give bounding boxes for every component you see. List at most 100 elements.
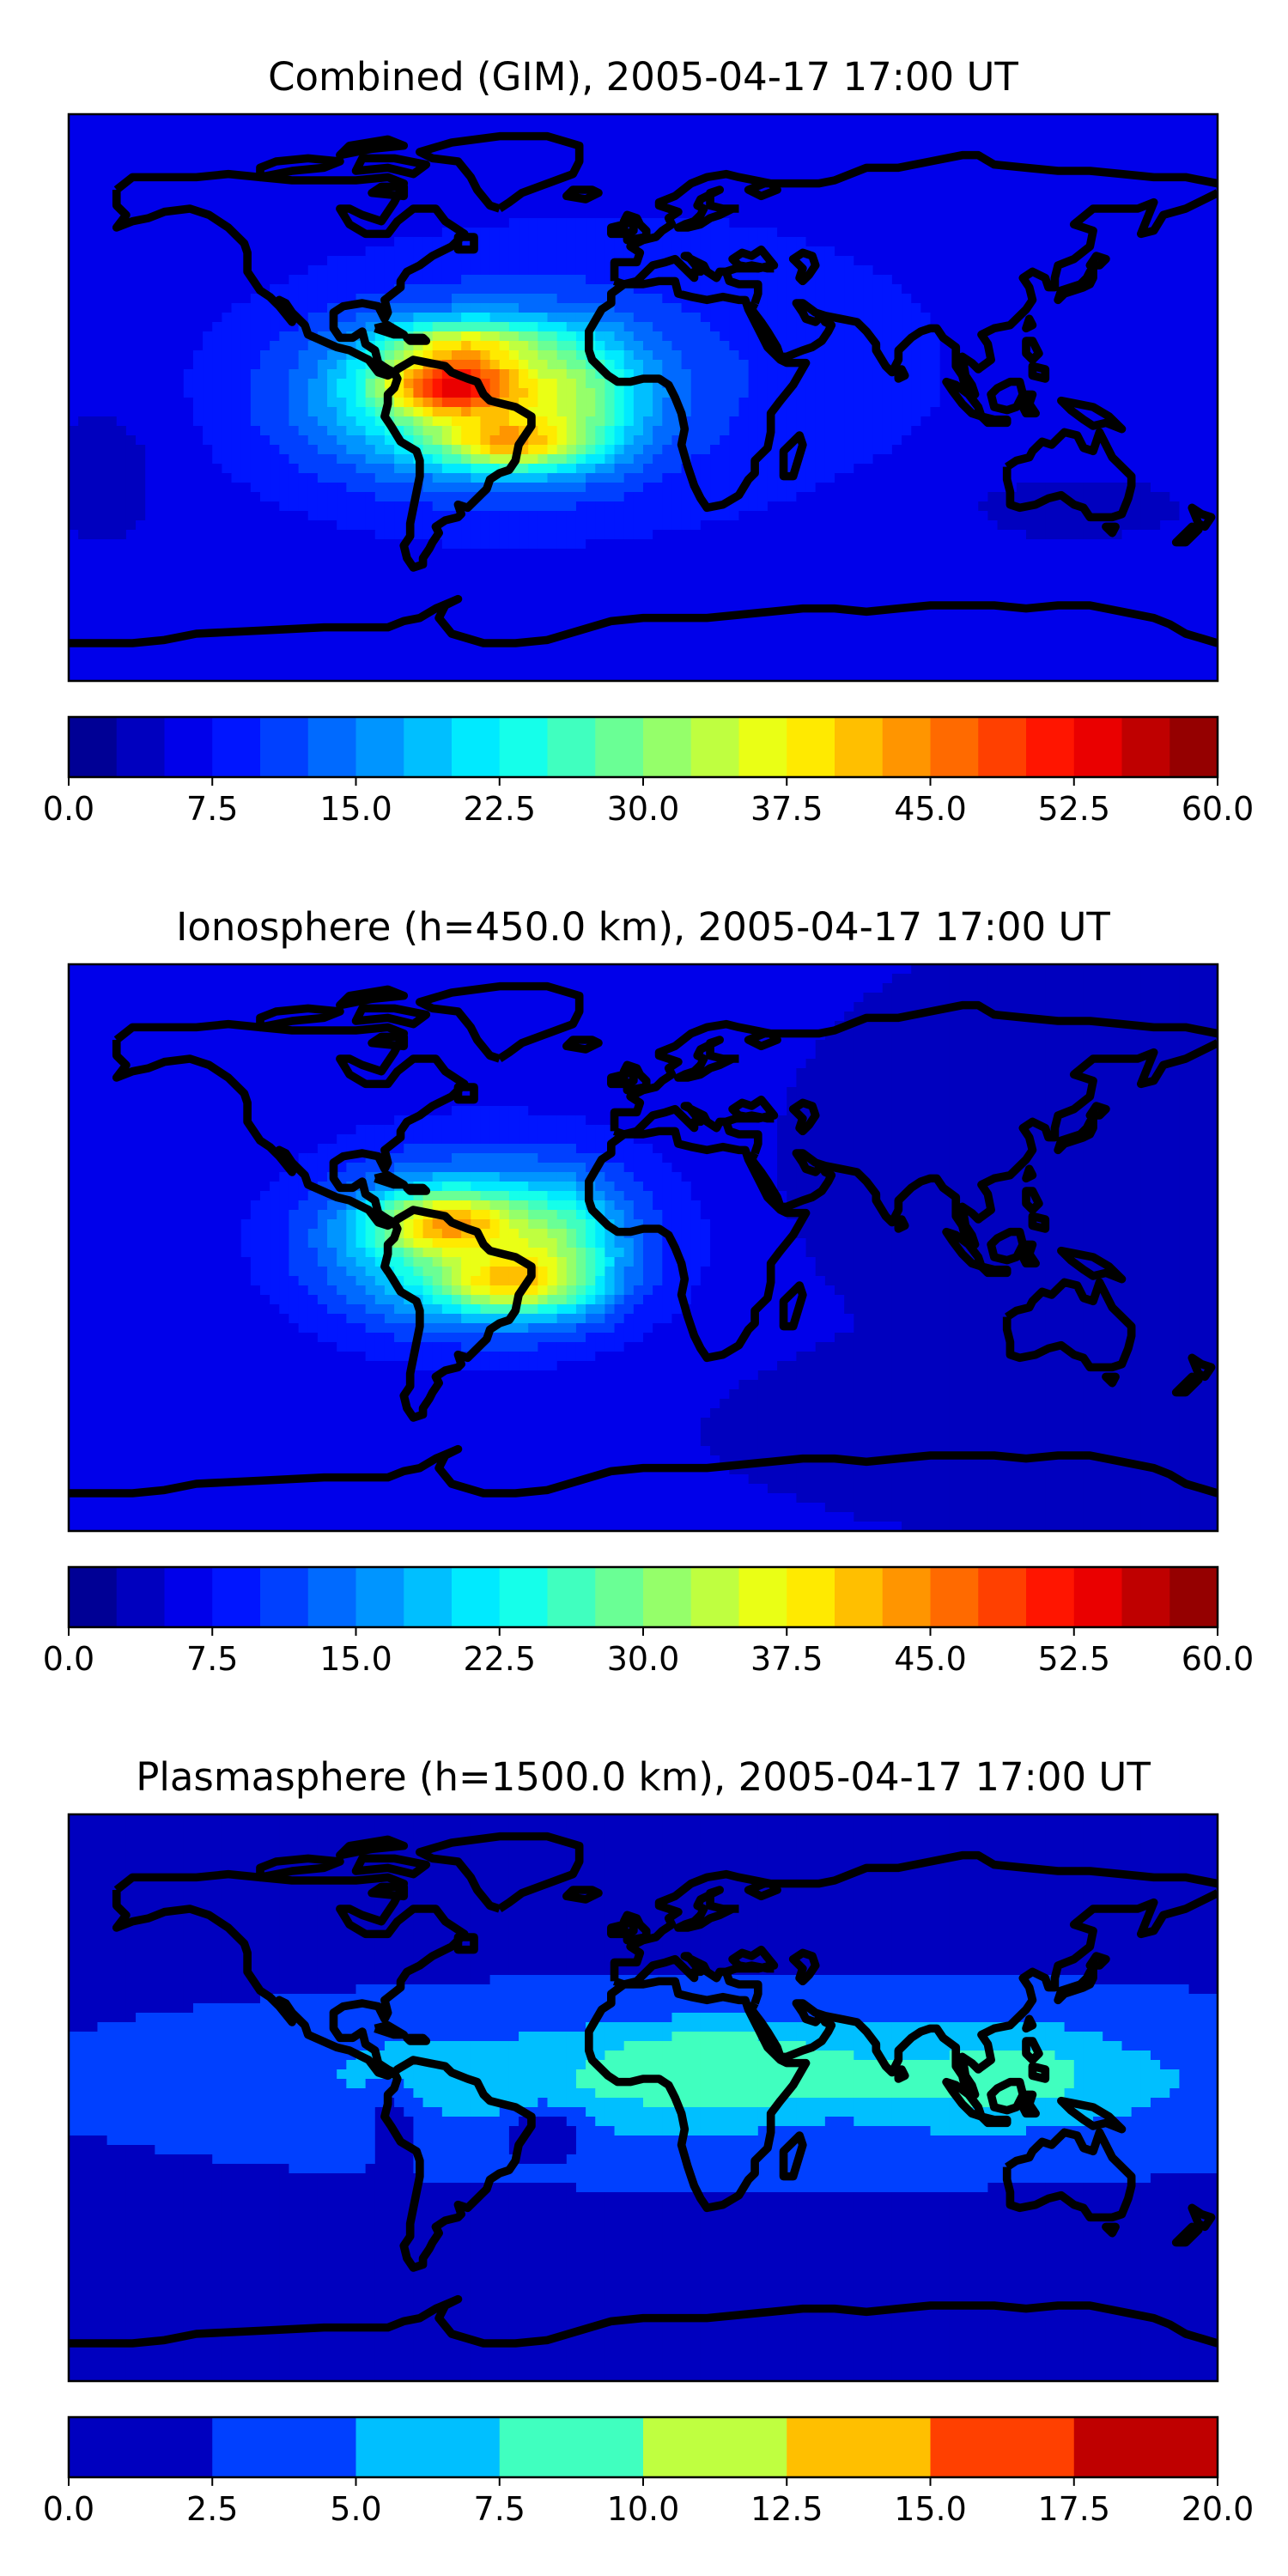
field-cell [461,143,471,153]
field-cell [1188,483,1200,493]
field-cell [911,473,921,483]
field-cell [441,161,453,172]
field-cell [605,322,616,332]
field-cell [183,284,194,295]
field-cell [461,209,471,219]
field-cell [796,473,807,483]
field-cell [891,275,902,285]
field-cell [863,388,874,398]
field-cell [394,398,404,408]
field-cell [987,171,999,181]
field-cell [298,199,309,210]
field-cell [939,416,951,427]
field-cell [404,152,414,162]
field-cell [355,322,367,332]
field-cell [690,398,702,408]
field-cell [78,483,88,493]
field-cell [1016,322,1027,332]
field-cell [1188,350,1200,361]
field-cell [538,454,549,465]
field-cell [854,237,865,247]
field-cell [489,143,501,153]
field-cell [1188,294,1200,304]
field-cell [78,161,88,172]
field-cell [844,190,854,200]
field-cell [614,407,625,417]
field-cell [1073,426,1084,436]
field-cell [471,303,482,313]
field-cell [757,501,769,512]
field-cell [212,284,222,295]
field-cell [662,331,673,342]
field-cell [250,398,261,408]
field-cell [508,171,519,181]
field-cell [212,256,222,266]
field-cell [145,350,155,361]
field-cell [863,294,874,304]
field-cell [1150,426,1161,436]
field-cell [499,275,510,285]
field-cell [384,284,395,295]
field-cell [422,454,434,465]
field-cell [317,218,328,228]
field-cell [508,407,519,417]
field-cell [748,237,759,247]
field-cell [106,369,118,380]
field-cell [653,124,663,134]
field-cell [757,388,769,398]
field-cell [671,180,683,191]
field-cell [480,124,491,134]
field-cell [902,483,912,493]
field-cell [681,322,692,332]
field-cell [1006,114,1018,125]
field-cell [595,209,605,219]
field-cell [78,473,88,483]
field-cell [805,416,817,427]
field-cell [88,313,99,323]
field-cell [1188,435,1200,446]
field-cell [203,416,213,427]
field-cell [1093,190,1103,200]
field-cell [164,124,175,134]
field-cell [796,464,807,474]
field-cell [289,388,300,398]
field-cell [777,379,787,389]
field-cell [872,180,884,191]
field-cell [78,209,88,219]
field-cell [317,313,328,323]
field-cell [97,190,108,200]
field-cell [623,341,635,351]
field-cell [355,114,367,125]
field-cell [97,426,108,436]
field-cell [212,275,222,285]
field-cell [173,284,185,295]
field-cell [835,303,845,313]
field-cell [891,464,902,474]
field-cell [949,143,960,153]
field-cell [136,313,146,323]
field-cell [882,492,893,502]
field-cell [815,237,826,247]
field-cell [394,464,404,474]
field-cell [1121,246,1133,257]
field-cell [203,228,213,238]
field-cell [949,218,960,228]
field-cell [222,133,233,143]
field-cell [346,379,357,389]
field-cell [586,464,596,474]
field-cell [164,473,175,483]
field-cell [1054,114,1066,125]
field-cell [844,473,854,483]
field-cell [1016,246,1027,257]
field-cell [1121,143,1133,153]
field-cell [863,143,874,153]
field-cell [575,341,586,351]
field-cell [480,445,491,455]
field-cell [824,303,835,313]
field-cell [1198,369,1209,380]
field-cell [173,246,185,257]
field-cell [556,407,568,417]
field-cell [987,313,999,323]
field-cell [920,114,932,125]
field-cell [1131,331,1142,342]
